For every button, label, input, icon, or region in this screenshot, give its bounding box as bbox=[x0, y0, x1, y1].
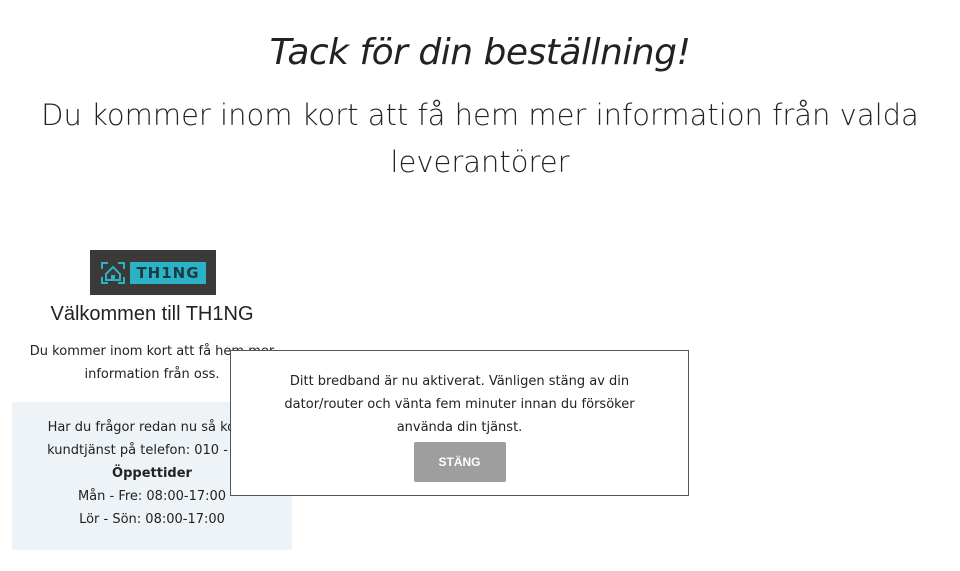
th1ng-logo: TH1NG bbox=[90, 250, 216, 295]
logo-text: TH1NG bbox=[130, 261, 206, 284]
activation-dialog: Ditt bredband är nu aktiverat. Vänligen … bbox=[230, 350, 689, 496]
intro-text: Du kommer inom kort att få hem mer infor… bbox=[29, 344, 275, 382]
welcome-heading: Välkommen till TH1NG bbox=[50, 303, 254, 325]
page-subtitle: Du kommer inom kort att få hem mer infor… bbox=[41, 98, 919, 179]
contact-line: Har du frågor redan nu så konta bbox=[47, 420, 257, 435]
close-button[interactable]: STÄNG bbox=[413, 442, 506, 482]
dialog-message: Ditt bredband är nu aktiverat. Vänligen … bbox=[284, 374, 635, 435]
hours-weekend: Lör - Sön: 08:00-17:00 bbox=[79, 512, 225, 527]
hours-heading: Öppettider bbox=[112, 466, 192, 481]
contact-phone: kundtjänst på telefon: 010 - 252 bbox=[47, 443, 257, 458]
page-title: Tack för din beställning! bbox=[269, 32, 691, 73]
hours-weekday: Mån - Fre: 08:00-17:00 bbox=[77, 489, 227, 504]
house-icon bbox=[101, 261, 126, 284]
